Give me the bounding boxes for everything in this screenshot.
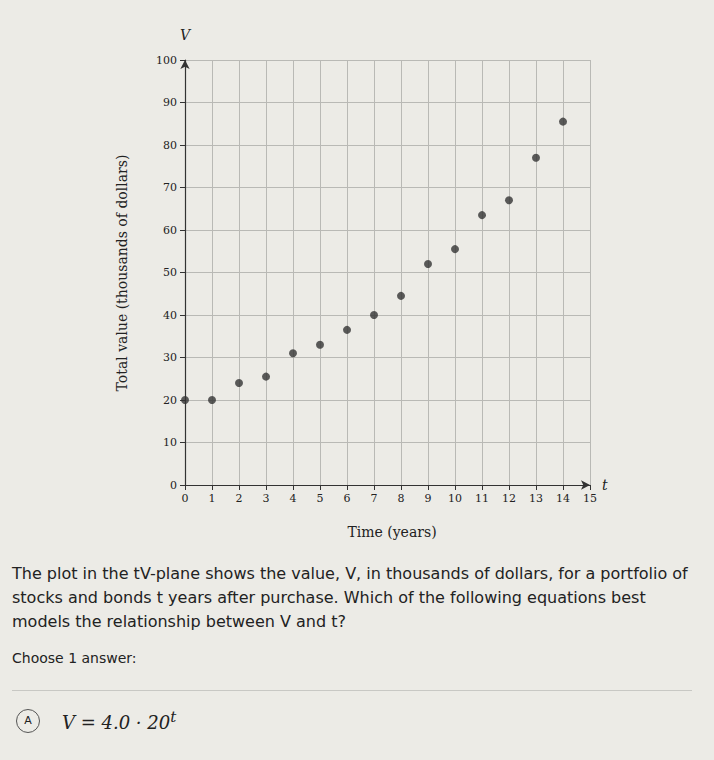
svg-text:0: 0 [170, 479, 177, 492]
svg-text:20: 20 [163, 394, 177, 407]
svg-text:t: t [602, 477, 608, 493]
svg-text:70: 70 [163, 181, 177, 194]
svg-text:V: V [180, 27, 192, 43]
svg-text:0: 0 [182, 492, 189, 505]
svg-text:15: 15 [583, 492, 597, 505]
svg-text:9: 9 [425, 492, 432, 505]
svg-text:10: 10 [448, 492, 462, 505]
svg-text:Time (years): Time (years) [347, 524, 436, 540]
svg-text:14: 14 [556, 492, 570, 505]
svg-text:100: 100 [156, 54, 177, 67]
svg-text:60: 60 [163, 224, 177, 237]
html-text:The plot in the tV-plane shows: The plot in the tV-plane shows the value… [12, 564, 688, 631]
svg-text:80: 80 [163, 139, 177, 152]
svg-text:1: 1 [209, 492, 216, 505]
svg-text:40: 40 [163, 309, 177, 322]
svg-text:10: 10 [163, 436, 177, 449]
svg-text:90: 90 [163, 96, 177, 109]
svg-text:3: 3 [263, 492, 270, 505]
svg-text:2: 2 [236, 492, 243, 505]
svg-text:4: 4 [290, 492, 297, 505]
svg-text:Total value (thousands of doll: Total value (thousands of dollars) [114, 155, 130, 392]
svg-text:8: 8 [398, 492, 405, 505]
svg-text:30: 30 [163, 351, 177, 364]
svg-text:13: 13 [529, 492, 543, 505]
svg-text:7: 7 [371, 492, 378, 505]
html-text:V = 4.0 · 20t: V = 4.0 · 20t [62, 708, 177, 733]
svg-text:11: 11 [475, 492, 489, 505]
svg-text:5: 5 [317, 492, 324, 505]
svg-text:50: 50 [163, 266, 177, 279]
html-text:Choose 1 answer:: Choose 1 answer: [12, 650, 137, 666]
html-text:A: A [24, 714, 32, 727]
svg-text:12: 12 [502, 492, 516, 505]
svg-text:6: 6 [344, 492, 351, 505]
